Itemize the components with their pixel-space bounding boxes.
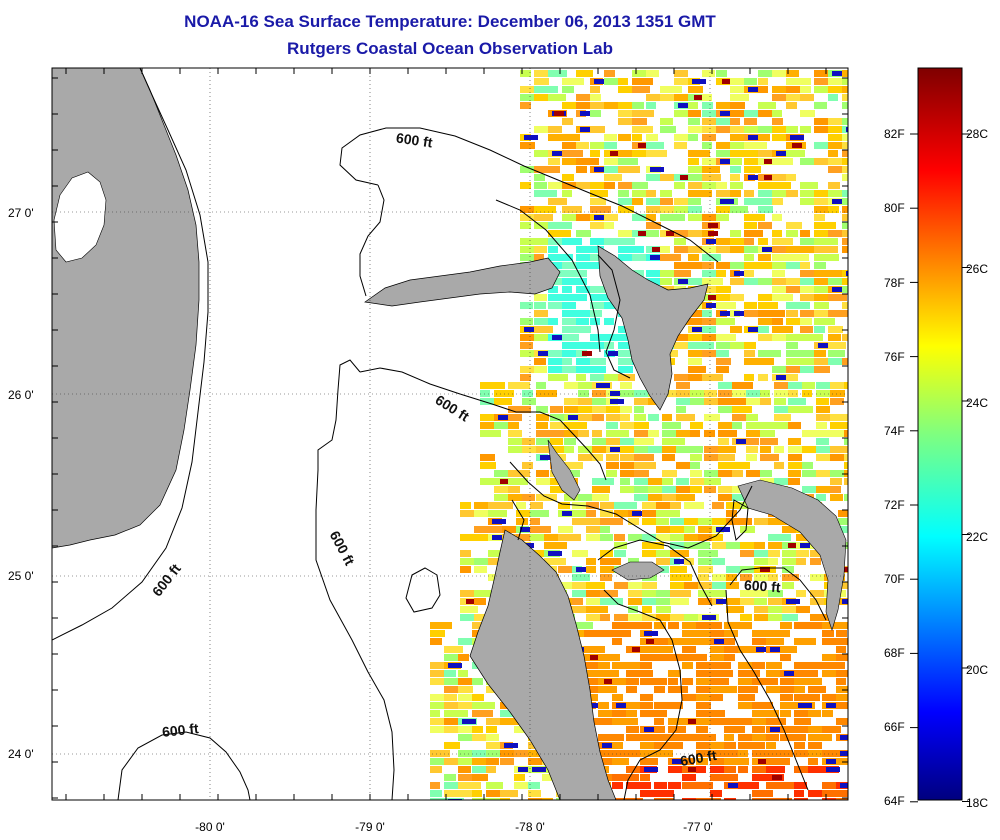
colorbar-f-label: 66F <box>884 720 905 734</box>
x-tick-label: -79 0' <box>355 820 385 834</box>
colorbar-c-label: 26C <box>966 262 989 276</box>
colorbar-f-label: 80F <box>884 201 905 215</box>
colorbar-c-label: 24C <box>966 396 989 410</box>
x-tick-label: -80 0' <box>195 820 225 834</box>
lat-lon-grid <box>52 68 848 800</box>
y-tick-label: 25 0' <box>8 569 34 583</box>
berry-islands-land <box>547 439 581 501</box>
y-tick-label: 24 0' <box>8 747 34 761</box>
colorbar-f-label: 78F <box>884 276 905 290</box>
andros-land <box>469 529 617 800</box>
colorbar-ticks <box>910 133 970 803</box>
colorbar-f-label: 72F <box>884 498 905 512</box>
eleuthera-land <box>737 479 847 631</box>
colorbar-f-label: 70F <box>884 572 905 586</box>
lake-okeechobee <box>53 171 107 263</box>
colorbar-c-label: 28C <box>966 127 989 141</box>
y-tick-label: 27 0' <box>8 206 34 220</box>
x-tick-label: -78 0' <box>515 820 545 834</box>
map-subtitle: Rutgers Coastal Ocean Observation Lab <box>287 39 613 58</box>
y-tick-label: 26 0' <box>8 388 34 402</box>
contour-label: 600 ft <box>743 576 782 596</box>
colorbar-c-label: 20C <box>966 663 989 677</box>
colorbar-f-label: 76F <box>884 350 905 364</box>
x-tick-label: -77 0' <box>683 820 713 834</box>
new-providence-land <box>611 561 665 581</box>
map-title: NOAA-16 Sea Surface Temperature: Decembe… <box>184 12 716 31</box>
colorbar-c-label: 18C <box>966 796 989 810</box>
plot-frame <box>51 67 849 801</box>
colorbar <box>917 67 963 801</box>
colorbar-f-label: 74F <box>884 424 905 438</box>
colorbar-f-label: 82F <box>884 127 905 141</box>
colorbar-c-label: 22C <box>966 530 989 544</box>
bathymetry-contours <box>52 68 827 800</box>
colorbar-f-label: 64F <box>884 794 905 808</box>
grand-bahama-land <box>364 257 561 307</box>
colorbar-f-label: 68F <box>884 646 905 660</box>
abaco-land <box>597 245 709 411</box>
axis-ticks <box>52 68 848 800</box>
